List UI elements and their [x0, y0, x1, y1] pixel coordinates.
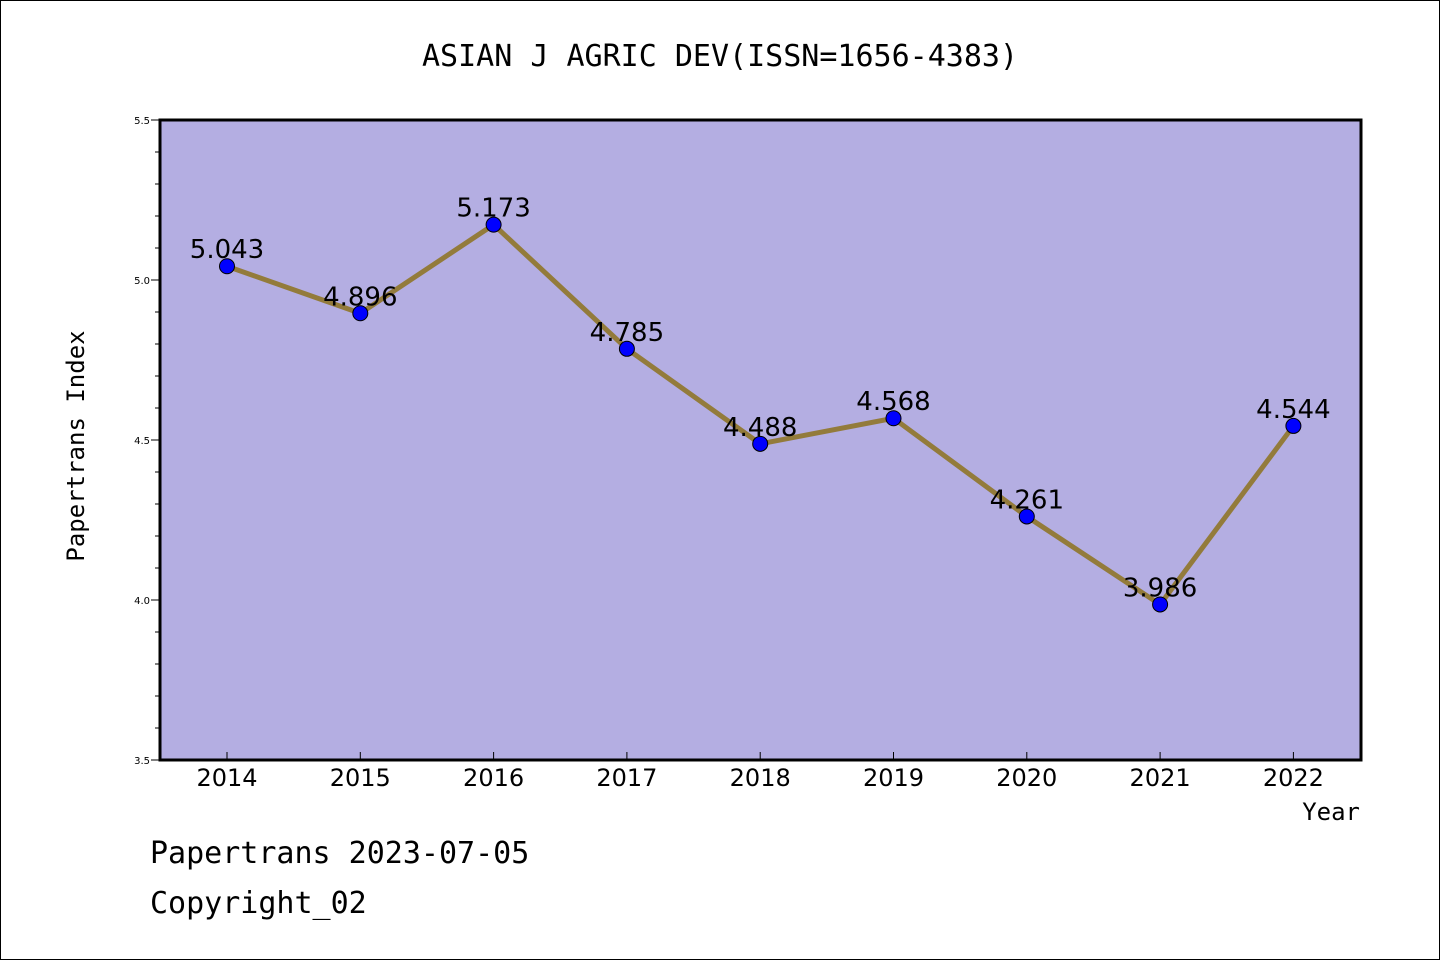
data-labels: 5.043 4.896 5.173 4.785 4.488 4.568 4.261 3.986… — [190, 194, 1331, 604]
y-axis: 3.5 4.0 4.5 5.0 5.5 — [134, 116, 160, 767]
y-tick-label: 4.5 — [134, 436, 150, 447]
series-markers — [219, 216, 1302, 613]
x-axis-label: Year — [1302, 798, 1360, 826]
data-point — [1152, 596, 1169, 613]
data-label: 4.488 — [723, 413, 797, 443]
data-label: 4.896 — [323, 282, 397, 312]
chart-title: ASIAN J AGRIC DEV(ISSN=1656-4383) — [422, 39, 1018, 74]
footer-date: Papertrans 2023-07-05 — [150, 836, 530, 871]
x-tick-label: 2020 — [996, 764, 1057, 792]
data-point — [485, 216, 502, 233]
x-tick-label: 2015 — [330, 764, 391, 792]
data-label: 4.785 — [590, 318, 664, 348]
data-point — [352, 305, 369, 322]
x-tick-label: 2016 — [463, 764, 524, 792]
x-tick-label: 2022 — [1263, 764, 1324, 792]
y-tick-label: 5.5 — [134, 116, 150, 127]
data-point — [618, 340, 635, 357]
x-axis: 2014 2015 2016 2017 2018 2019 2020 2021 2022 — [196, 752, 1324, 792]
data-point — [885, 410, 902, 427]
x-tick-label: 2021 — [1130, 764, 1191, 792]
data-point — [752, 435, 769, 452]
y-tick-label: 4.0 — [134, 596, 150, 607]
data-label: 5.043 — [190, 235, 264, 265]
data-label: 4.261 — [990, 485, 1064, 515]
footer-copyright: Copyright_02 — [150, 886, 367, 921]
x-tick-label: 2014 — [196, 764, 257, 792]
x-tick-label: 2017 — [596, 764, 657, 792]
data-point — [1285, 417, 1302, 434]
x-tick-label: 2018 — [730, 764, 791, 792]
data-label: 4.568 — [856, 387, 930, 417]
data-label: 4.544 — [1256, 395, 1330, 425]
data-point — [1018, 508, 1035, 525]
y-tick-label: 3.5 — [134, 756, 150, 767]
data-label: 5.173 — [456, 194, 530, 224]
data-label: 3.986 — [1123, 573, 1197, 603]
y-axis-label: Papertrans Index — [62, 330, 90, 561]
x-tick-label: 2019 — [863, 764, 924, 792]
data-point — [219, 258, 235, 275]
y-tick-label: 5.0 — [134, 276, 150, 287]
